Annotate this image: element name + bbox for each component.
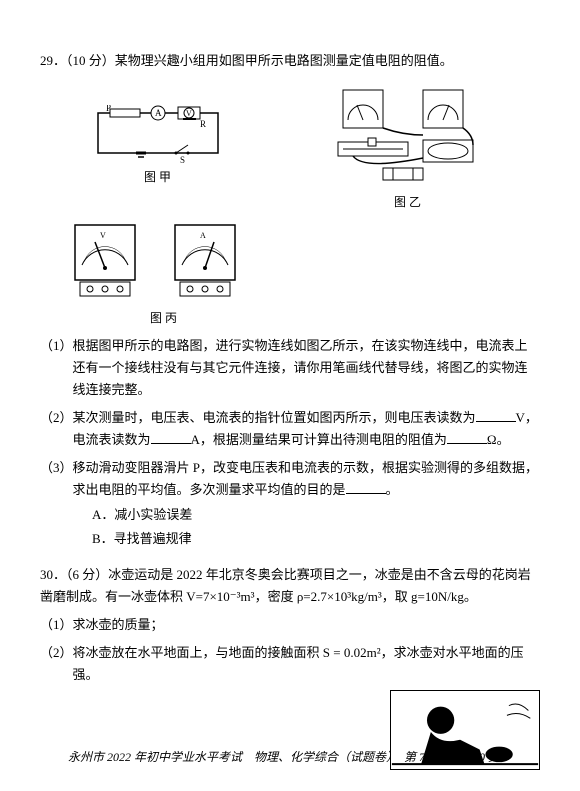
ammeter-icon: A (170, 220, 240, 300)
question-30: 30．（6 分）冰壶运动是 2022 年北京冬奥会比赛项目之一，冰壶是由不含云母… (40, 564, 540, 770)
q30-sub1-text: 求冰壶的质量； (73, 617, 164, 632)
q29-num: 29． (40, 53, 66, 68)
label-R: R (200, 119, 206, 129)
q29-sub2: （2）某次测量时，电压表、电流表的指针位置如图丙所示，则电压表读数为V，电流表读… (40, 407, 540, 451)
page-footer: 永州市 2022 年初中学业水平考试 物理、化学综合（试题卷） 第 7 页 （共… (0, 747, 580, 767)
q30-head: 30．（6 分）冰壶运动是 2022 年北京冬奥会比赛项目之一，冰壶是由不含云母… (40, 564, 540, 608)
q30-stem: 冰壶运动是 2022 年北京冬奥会比赛项目之一，冰壶是由不含云母的花岗岩凿磨制成… (40, 567, 531, 604)
circuit-diagram-icon: P A V R S (88, 105, 228, 165)
q30-points: （6 分） (66, 567, 108, 582)
sub2-u3: Ω。 (487, 432, 510, 447)
physical-setup-icon (323, 80, 493, 190)
q30-sub2-text: 将冰壶放在水平地面上，与地面的接触面积 S = 0.02m²，求冰壶对水平地面的… (73, 645, 524, 682)
sub1-label: （1） (40, 338, 73, 353)
q29-optB: B．寻找普遍规律 (40, 528, 540, 550)
label-V: V (186, 109, 192, 118)
q29-head: 29．（10 分）某物理兴趣小组用如图甲所示电路图测量定值电阻的阻值。 (40, 50, 540, 72)
voltmeter-icon: V (70, 220, 140, 300)
q30-num: 30． (40, 567, 66, 582)
label-P: P (106, 105, 111, 113)
label-A: A (155, 108, 162, 118)
q29-points: （10 分） (66, 53, 115, 68)
q29-sub3: （3）移动滑动变阻器滑片 P，改变电压表和电流表的示数，根据实验测得的多组数据，… (40, 457, 540, 501)
caption-jia: 图 甲 (88, 167, 228, 187)
svg-text:A: A (200, 231, 206, 240)
sub3-period: 。 (386, 482, 399, 497)
sub3-label: （3） (40, 460, 73, 475)
caption-yi: 图 乙 (323, 192, 493, 212)
label-S: S (180, 155, 185, 165)
q29-figrow-2: V A (40, 220, 540, 300)
sub2-t1: 某次测量时，电压表、电流表的指针位置如图丙所示，则电压表读数为 (73, 410, 476, 425)
circuit-jia-wrap: P A V R S 图 甲 (88, 105, 228, 187)
setup-yi-wrap: 图 乙 (323, 80, 493, 212)
q29-figrow-1: P A V R S 图 甲 (40, 80, 540, 212)
sub2-u2: A，根据测量结果可计算出待测电阻的阻值为 (191, 432, 447, 447)
q29-sub1: （1）根据图甲所示的电路图，进行实物连线如图乙所示，在该实物连线中，电流表上还有… (40, 335, 540, 401)
svg-text:V: V (100, 231, 106, 240)
q30-sub1: （1）求冰壶的质量； (40, 614, 540, 636)
q30-sub1-label: （1） (40, 617, 73, 632)
q30-sub2-label: （2） (40, 645, 73, 660)
q30-sub2: （2）将冰壶放在水平地面上，与地面的接触面积 S = 0.02m²，求冰壶对水平… (40, 642, 540, 686)
question-29: 29．（10 分）某物理兴趣小组用如图甲所示电路图测量定值电阻的阻值。 P A … (40, 50, 540, 550)
caption-bing: 图 丙 (40, 308, 540, 328)
blank-voltage[interactable] (476, 409, 516, 422)
sub1-text: 根据图甲所示的电路图，进行实物连线如图乙所示，在该实物连线中，电流表上还有一个接… (73, 338, 528, 397)
sub2-label: （2） (40, 410, 73, 425)
sub3-t1: 移动滑动变阻器滑片 P，改变电压表和电流表的示数，根据实验测得的多组数据，求出电… (73, 460, 539, 497)
blank-purpose[interactable] (346, 481, 386, 494)
blank-current[interactable] (151, 431, 191, 444)
blank-resistance[interactable] (447, 431, 487, 444)
q29-stem: 某物理兴趣小组用如图甲所示电路图测量定值电阻的阻值。 (115, 53, 453, 68)
q29-optA: A．减小实验误差 (40, 504, 540, 526)
